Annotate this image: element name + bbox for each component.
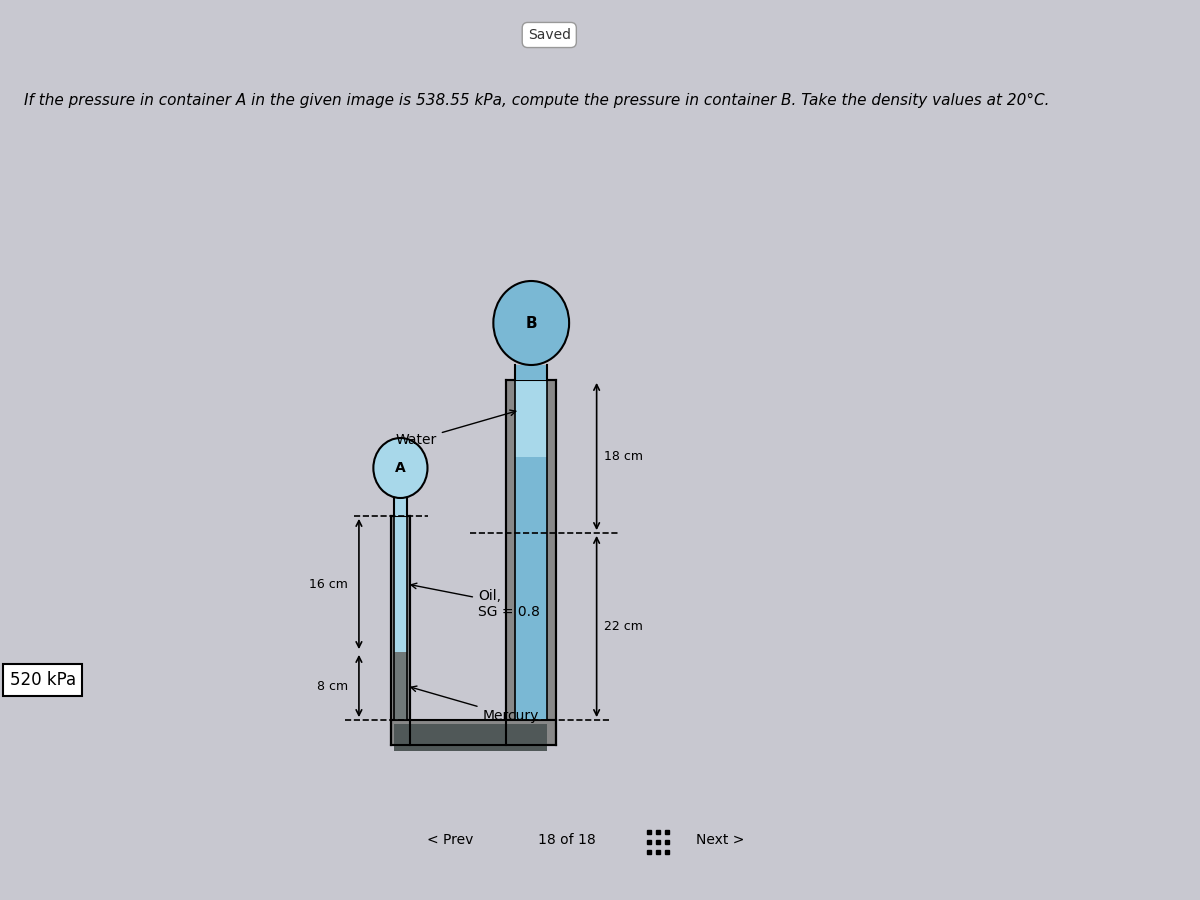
Bar [394, 516, 407, 720]
Text: B: B [526, 316, 538, 330]
Text: If the pressure in container A in the given image is 538.55 kPa, compute the pre: If the pressure in container A in the gi… [24, 93, 1050, 107]
Text: Saved: Saved [528, 28, 571, 42]
Bar [506, 380, 556, 720]
Text: 18 cm: 18 cm [604, 450, 643, 463]
Bar [516, 365, 547, 380]
Bar [394, 516, 407, 652]
Bar [516, 380, 547, 456]
Bar [394, 724, 547, 749]
Text: < Prev: < Prev [427, 833, 473, 847]
Text: A: A [395, 461, 406, 475]
Text: Oil,
SG = 0.8: Oil, SG = 0.8 [410, 583, 540, 619]
Text: 8 cm: 8 cm [317, 680, 348, 692]
Text: 16 cm: 16 cm [310, 578, 348, 590]
Text: 22 cm: 22 cm [604, 620, 643, 633]
Text: 520 kPa: 520 kPa [10, 671, 76, 689]
Text: Water: Water [396, 410, 516, 447]
Text: Mercury: Mercury [410, 686, 539, 723]
Bar [390, 720, 556, 745]
Bar [390, 516, 410, 720]
Text: 18 of 18: 18 of 18 [539, 833, 596, 847]
Text: Next >: Next > [696, 833, 745, 847]
Bar [516, 380, 547, 720]
Bar [394, 498, 407, 516]
Bar [394, 724, 547, 751]
Bar [394, 652, 407, 720]
Circle shape [493, 281, 569, 365]
Circle shape [373, 438, 427, 498]
Bar [516, 380, 547, 720]
